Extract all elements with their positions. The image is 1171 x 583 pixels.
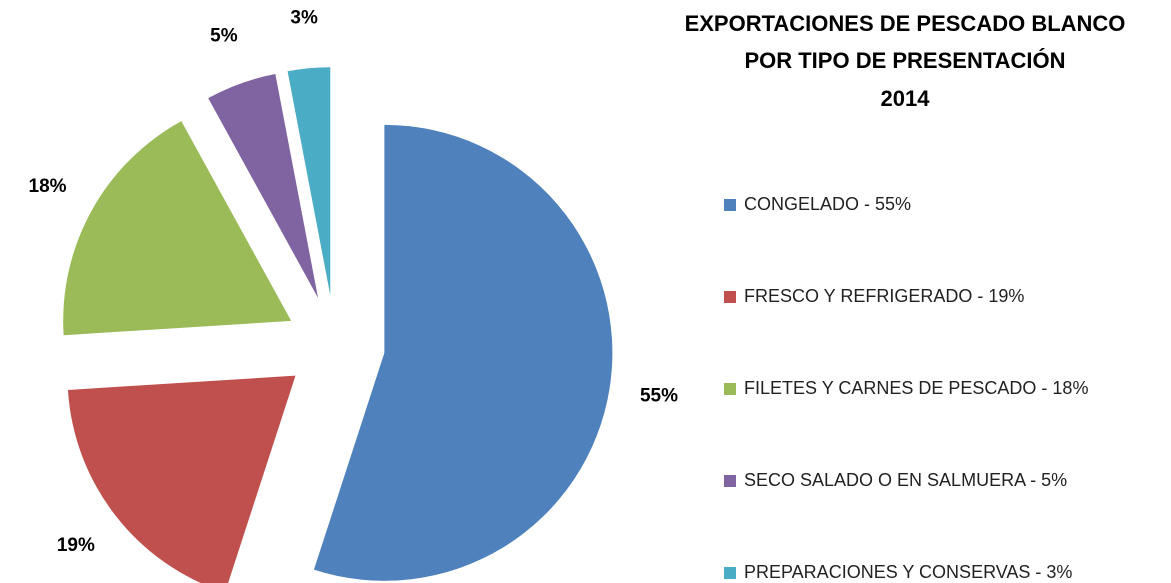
pie-slice: [208, 73, 319, 298]
data-label: 3%: [290, 7, 318, 28]
chart-title: 2014: [881, 86, 931, 111]
data-label: 55%: [640, 385, 678, 406]
data-label: 5%: [210, 25, 238, 46]
legend-label: FRESCO Y REFRIGERADO - 19%: [744, 286, 1024, 306]
legend-label: SECO SALADO O EN SALMUERA - 5%: [744, 470, 1067, 490]
pie-slice: [287, 67, 331, 296]
chart-title: POR TIPO DE PRESENTACIÓN: [744, 48, 1065, 73]
legend-label: FILETES Y CARNES DE PESCADO - 18%: [744, 378, 1088, 398]
data-label: 18%: [29, 176, 67, 197]
pie-slice: [313, 124, 613, 581]
legend-swatch: [724, 567, 736, 579]
legend-swatch: [724, 383, 736, 395]
legend-swatch: [724, 291, 736, 303]
legend-swatch: [724, 475, 736, 487]
legend-label: CONGELADO - 55%: [744, 194, 911, 214]
legend-label: PREPARACIONES Y CONSERVAS - 3%: [744, 562, 1072, 582]
pie-slice: [67, 375, 296, 583]
data-label: 19%: [57, 535, 95, 556]
chart-title: EXPORTACIONES DE PESCADO BLANCO: [685, 11, 1126, 36]
pie-slice: [63, 121, 292, 336]
legend-swatch: [724, 199, 736, 211]
